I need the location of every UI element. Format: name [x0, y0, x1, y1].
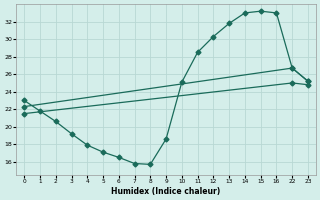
X-axis label: Humidex (Indice chaleur): Humidex (Indice chaleur) — [111, 187, 221, 196]
